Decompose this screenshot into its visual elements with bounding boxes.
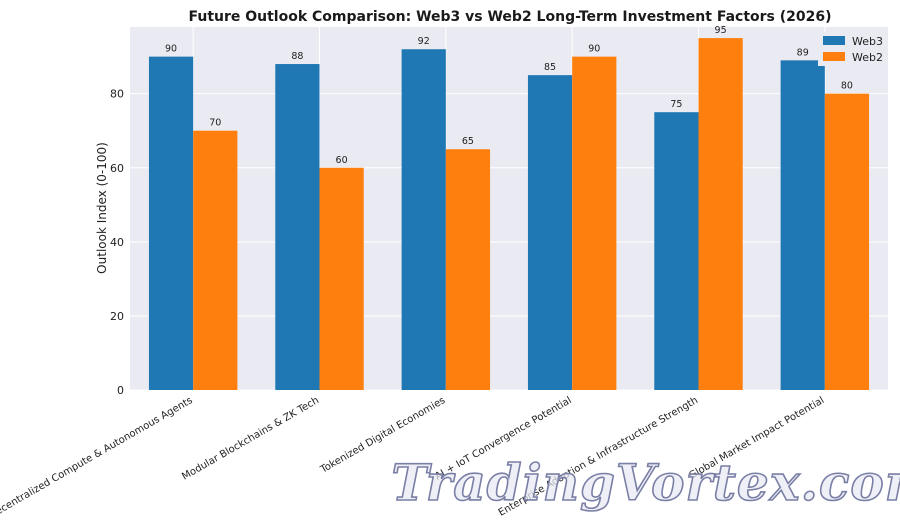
data-label-web2-2: 65 — [462, 136, 474, 147]
y-tick-label: 40 — [110, 236, 124, 249]
watermark: TradingVortex.com — [391, 453, 900, 512]
y-tick-label: 0 — [117, 384, 124, 397]
bars — [148, 38, 870, 391]
data-label-web2-1: 60 — [336, 155, 348, 166]
data-label-web3-3: 85 — [544, 62, 556, 73]
y-tick-label: 80 — [110, 88, 124, 101]
bar-web3-5 — [780, 60, 825, 391]
bar-web3-4 — [654, 112, 699, 390]
legend-label-web3: Web3 — [852, 35, 883, 48]
data-label-web3-4: 75 — [670, 99, 682, 110]
data-label-web3-1: 88 — [291, 51, 303, 62]
bar-web3-3 — [527, 75, 573, 390]
legend-swatch-web2 — [823, 52, 845, 61]
legend-swatch-web3 — [823, 36, 845, 45]
plot-area — [130, 27, 888, 390]
data-label-web2-3: 90 — [588, 44, 600, 55]
data-labels: 90 88 92 85 75 89 70 60 65 90 95 80 — [165, 25, 853, 166]
bar-web2-3 — [572, 56, 617, 390]
bar-web2-0 — [193, 130, 238, 390]
data-label-web3-5: 89 — [797, 47, 809, 58]
data-label-web2-5: 80 — [841, 81, 853, 92]
y-tick-label: 20 — [110, 310, 124, 323]
data-label-web3-2: 92 — [418, 36, 430, 47]
y-axis-ticks: 0 20 40 60 80 — [110, 88, 124, 397]
y-axis-label: Outlook Index (0-100) — [95, 142, 109, 274]
bar-web3-0 — [148, 56, 194, 390]
bar-web2-5 — [824, 93, 870, 391]
data-label-web2-4: 95 — [715, 25, 727, 36]
data-label-web2-0: 70 — [209, 118, 221, 129]
chart-title: Future Outlook Comparison: Web3 vs Web2 … — [188, 9, 831, 25]
y-tick-label: 60 — [110, 162, 124, 175]
data-label-web3-0: 90 — [165, 44, 177, 55]
legend: Web3 Web2 — [818, 32, 883, 66]
bar-web3-2 — [401, 49, 446, 391]
bar-web2-4 — [698, 38, 743, 390]
bar-web2-2 — [445, 149, 491, 390]
bar-web2-1 — [319, 167, 364, 390]
legend-label-web2: Web2 — [852, 51, 883, 64]
bar-web3-1 — [275, 64, 320, 390]
